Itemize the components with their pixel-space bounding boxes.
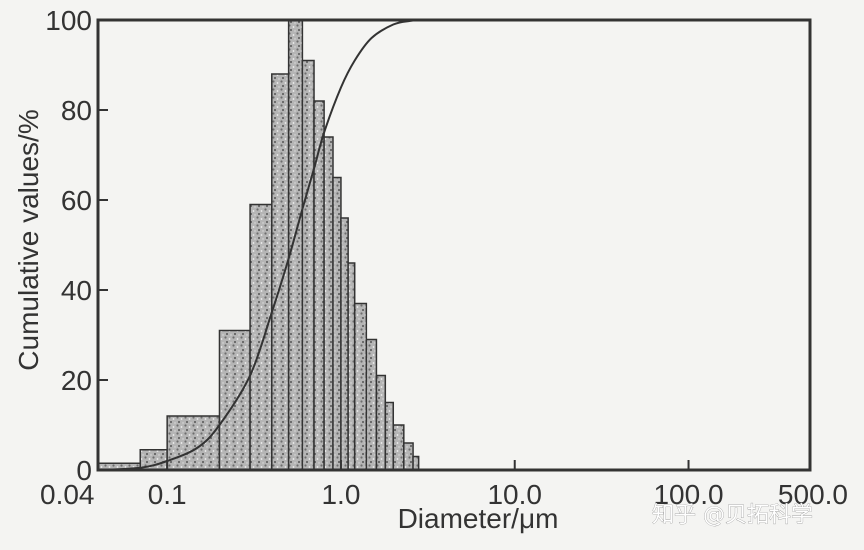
x-tick-label: 1.0 xyxy=(321,479,360,510)
histogram-bar xyxy=(392,424,405,471)
histogram-bar xyxy=(166,415,221,471)
x-axis-title: Diameter/μm xyxy=(398,503,559,534)
histogram-bar xyxy=(375,374,387,471)
x-tick-label: 100.0 xyxy=(653,479,723,510)
y-axis-ticks: 0 20 40 60 80 100 xyxy=(45,5,108,486)
histogram-bar xyxy=(313,100,325,471)
histogram-bar xyxy=(332,176,342,471)
x-axis-ticks: 0.04 0.1 1.0 10.0 100.0 500.0 xyxy=(40,460,848,510)
histogram-bar xyxy=(412,455,420,471)
y-tick-label: 40 xyxy=(61,275,92,306)
y-tick-label: 20 xyxy=(61,365,92,396)
x-tick-label: 0.04 xyxy=(40,479,95,510)
histogram-bar xyxy=(365,338,378,471)
histogram-bar xyxy=(301,59,315,471)
y-tick-label: 60 xyxy=(61,185,92,216)
watermark-text: 知乎 @贝拓科学 xyxy=(652,503,813,528)
y-tick-label: 0 xyxy=(76,455,92,486)
histogram-bar xyxy=(340,217,349,471)
cumulative-curve xyxy=(97,18,810,471)
y-axis-title: Cumulative values/% xyxy=(13,109,44,370)
histogram-bar xyxy=(403,442,414,471)
histogram-bar xyxy=(323,136,334,471)
bars-group xyxy=(97,19,420,471)
histogram-bar xyxy=(271,73,290,471)
histogram-bar xyxy=(287,19,304,471)
x-tick-label: 10.0 xyxy=(487,479,542,510)
histogram-bar xyxy=(353,302,368,471)
y-tick-label: 100 xyxy=(45,5,92,36)
histogram-bar xyxy=(218,329,251,471)
histogram-bar xyxy=(384,401,395,471)
plot-frame xyxy=(96,18,812,472)
x-tick-label: 500.0 xyxy=(778,479,848,510)
y-tick-label: 80 xyxy=(61,95,92,126)
histogram-bar xyxy=(347,262,356,471)
x-tick-label: 0.1 xyxy=(148,479,187,510)
histogram-bar xyxy=(249,203,273,471)
